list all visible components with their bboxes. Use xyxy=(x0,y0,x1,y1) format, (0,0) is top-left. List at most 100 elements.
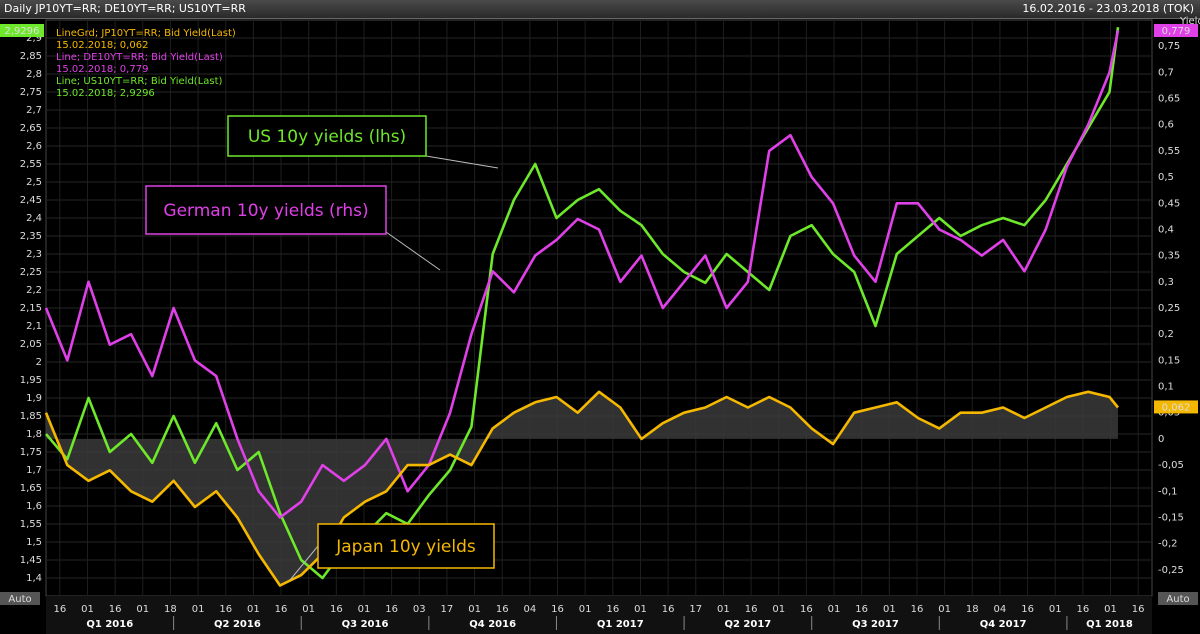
x-tick-label: 01 xyxy=(938,604,951,615)
y-right-tick-label: 0,7 xyxy=(1158,67,1174,78)
y-axis-left: 2,9 2,85 2,8 2,75 2,7 2,65 2,6 2,55 2,5 2,45 2,4 2,… xyxy=(20,33,42,584)
y-left-tick-label: 1,4 xyxy=(26,573,42,584)
legend-entry: LineGrd; JP10YT=RR; Bid Yield(Last) xyxy=(56,28,236,39)
x-tick-label: 16 xyxy=(275,604,288,615)
y-right-tick-label: 0,6 xyxy=(1158,120,1174,131)
jp-annotation-label: Japan 10y yields xyxy=(335,537,476,557)
legend-value: 15.02.2018; 0,062 xyxy=(56,40,148,51)
y-left-tick-label: 1,6 xyxy=(26,501,42,512)
us-annotation-box xyxy=(227,115,427,157)
y-left-tick-label: 2,4 xyxy=(26,213,42,224)
x-tick-label: 16 xyxy=(662,604,675,615)
jp-last-value-badge: 0,062 xyxy=(1162,402,1191,413)
y-left-tick-label: 2,7 xyxy=(26,105,42,116)
y-left-tick-label: 2,8 xyxy=(26,69,42,80)
y-right-tick-label: 0,65 xyxy=(1158,94,1180,105)
y-left-tick-label: 2,25 xyxy=(20,267,42,278)
y-right-title: Yield xyxy=(1179,16,1200,27)
y-left-tick-label: 1,55 xyxy=(20,519,42,530)
x-quarter-label: Q3 2016 xyxy=(342,619,389,630)
x-tick-label: 01 xyxy=(302,604,315,615)
y-right-tick-label: -0,25 xyxy=(1158,565,1184,576)
auto-right-badge-bg xyxy=(1158,592,1198,605)
y-right-tick-label: 0,35 xyxy=(1158,251,1180,262)
y-right-tick-label: -0,2 xyxy=(1158,539,1178,550)
x-quarter-label: Q4 2016 xyxy=(469,619,516,630)
series-lines xyxy=(44,27,1120,587)
x-tick-label: 01 xyxy=(883,604,896,615)
x-quarter-label: Q2 2016 xyxy=(214,619,261,630)
x-tick-label: 01 xyxy=(828,604,841,615)
x-tick-label: 16 xyxy=(53,604,66,615)
x-tick-label: 16 xyxy=(496,604,509,615)
y-left-tick-label: 1,7 xyxy=(26,465,42,476)
y-right-tick-label: 0,75 xyxy=(1158,41,1180,52)
chart-title: Daily JP10YT=RR; DE10YT=RR; US10YT=RR xyxy=(4,2,246,15)
y-left-tick-label: 2,6 xyxy=(26,141,42,152)
x-tick-label: 03 xyxy=(413,604,426,615)
x-tick-label: 01 xyxy=(136,604,149,615)
us-annotation-label: US 10y yields (lhs) xyxy=(248,127,406,147)
x-tick-label: 01 xyxy=(772,604,785,615)
auto-left-badge: Auto xyxy=(8,594,31,605)
x-tick-label: 01 xyxy=(81,604,94,615)
y-left-tick-label: 2,05 xyxy=(20,339,42,350)
x-tick-label: 16 xyxy=(330,604,343,615)
y-left-tick-label: 1,75 xyxy=(20,447,42,458)
x-quarter-label: Q1 2017 xyxy=(597,619,644,630)
x-tick-label: 01 xyxy=(717,604,730,615)
x-tick-label: 04 xyxy=(524,604,537,615)
legend-value: 15.02.2018; 0,779 xyxy=(56,64,148,75)
y-right-tick-label: 0,3 xyxy=(1158,277,1174,288)
y-left-tick-label: 2,1 xyxy=(26,321,42,332)
jp-annotation-box xyxy=(317,523,495,569)
x-tick-label: 17 xyxy=(689,604,702,615)
legend: LineGrd; JP10YT=RR; Bid Yield(Last)15.02… xyxy=(56,28,236,99)
y-right-tick-label: 0,1 xyxy=(1158,382,1174,393)
x-tick-label: 16 xyxy=(855,604,868,615)
y-left-tick-label: 2,5 xyxy=(26,177,42,188)
y-right-tick-label: 0,55 xyxy=(1158,146,1180,157)
y-left-tick-label: 1,95 xyxy=(20,375,42,386)
y-right-tick-label: 0,15 xyxy=(1158,355,1180,366)
us-last-value-badge-bg xyxy=(0,24,44,37)
jp-annotation-leader xyxy=(289,545,319,581)
x-tick-label: 18 xyxy=(164,604,177,615)
x-quarter-label: Q4 2017 xyxy=(980,619,1027,630)
x-quarter-label: Q1 2018 xyxy=(1086,619,1133,630)
de-annotation-label: German 10y yields (rhs) xyxy=(163,201,368,221)
y-left-tick-label: 2,45 xyxy=(20,195,42,206)
x-tick-label: 16 xyxy=(219,604,232,615)
x-tick-label: 01 xyxy=(192,604,205,615)
y-left-tick-label: 2,65 xyxy=(20,123,42,134)
y-left-tick-label: 2,15 xyxy=(20,303,42,314)
x-axis: 16 01 16 01 18 01 16 01 16 01 16 01 16 03 17 01 16 04 16 01… xyxy=(46,596,1152,634)
jp-area xyxy=(46,391,1118,586)
y-left-tick-label: 2,75 xyxy=(20,87,42,98)
us-last-value-badge: 2,9296 xyxy=(5,26,40,37)
series-line-jp10ytrr xyxy=(44,390,1120,587)
auto-right-badge: Auto xyxy=(1166,594,1189,605)
value-badges: 2,9296 0,779 0,062 Auto Auto xyxy=(0,24,1198,605)
x-tick-label: 16 xyxy=(109,604,122,615)
auto-left-badge-bg xyxy=(0,592,40,605)
x-tick-label: 17 xyxy=(441,604,454,615)
x-tick-label: 16 xyxy=(385,604,398,615)
series-line-us10ytrr xyxy=(45,27,1120,580)
x-tick-label: 16 xyxy=(745,604,758,615)
series-line-de10ytrr xyxy=(44,30,1120,519)
y-left-tick-label: 2,9 xyxy=(26,33,42,44)
x-axis-band xyxy=(46,596,1152,634)
y-left-tick-label: 1,5 xyxy=(26,537,42,548)
legend-entry: Line; DE10YT=RR; Bid Yield(Last) xyxy=(56,52,223,63)
legend-entry: Line; US10YT=RR; Bid Yield(Last) xyxy=(56,76,223,87)
y-left-tick-label: 2,2 xyxy=(26,285,42,296)
x-tick-label: 16 xyxy=(800,604,813,615)
legend-value: 15.02.2018; 2,9296 xyxy=(56,88,155,99)
y-right-tick-label: 0,25 xyxy=(1158,303,1180,314)
de-annotation-box xyxy=(145,185,387,235)
y-left-tick-label: 1,9 xyxy=(26,393,42,404)
x-tick-label: 16 xyxy=(1132,604,1145,615)
x-tick-label: 01 xyxy=(579,604,592,615)
